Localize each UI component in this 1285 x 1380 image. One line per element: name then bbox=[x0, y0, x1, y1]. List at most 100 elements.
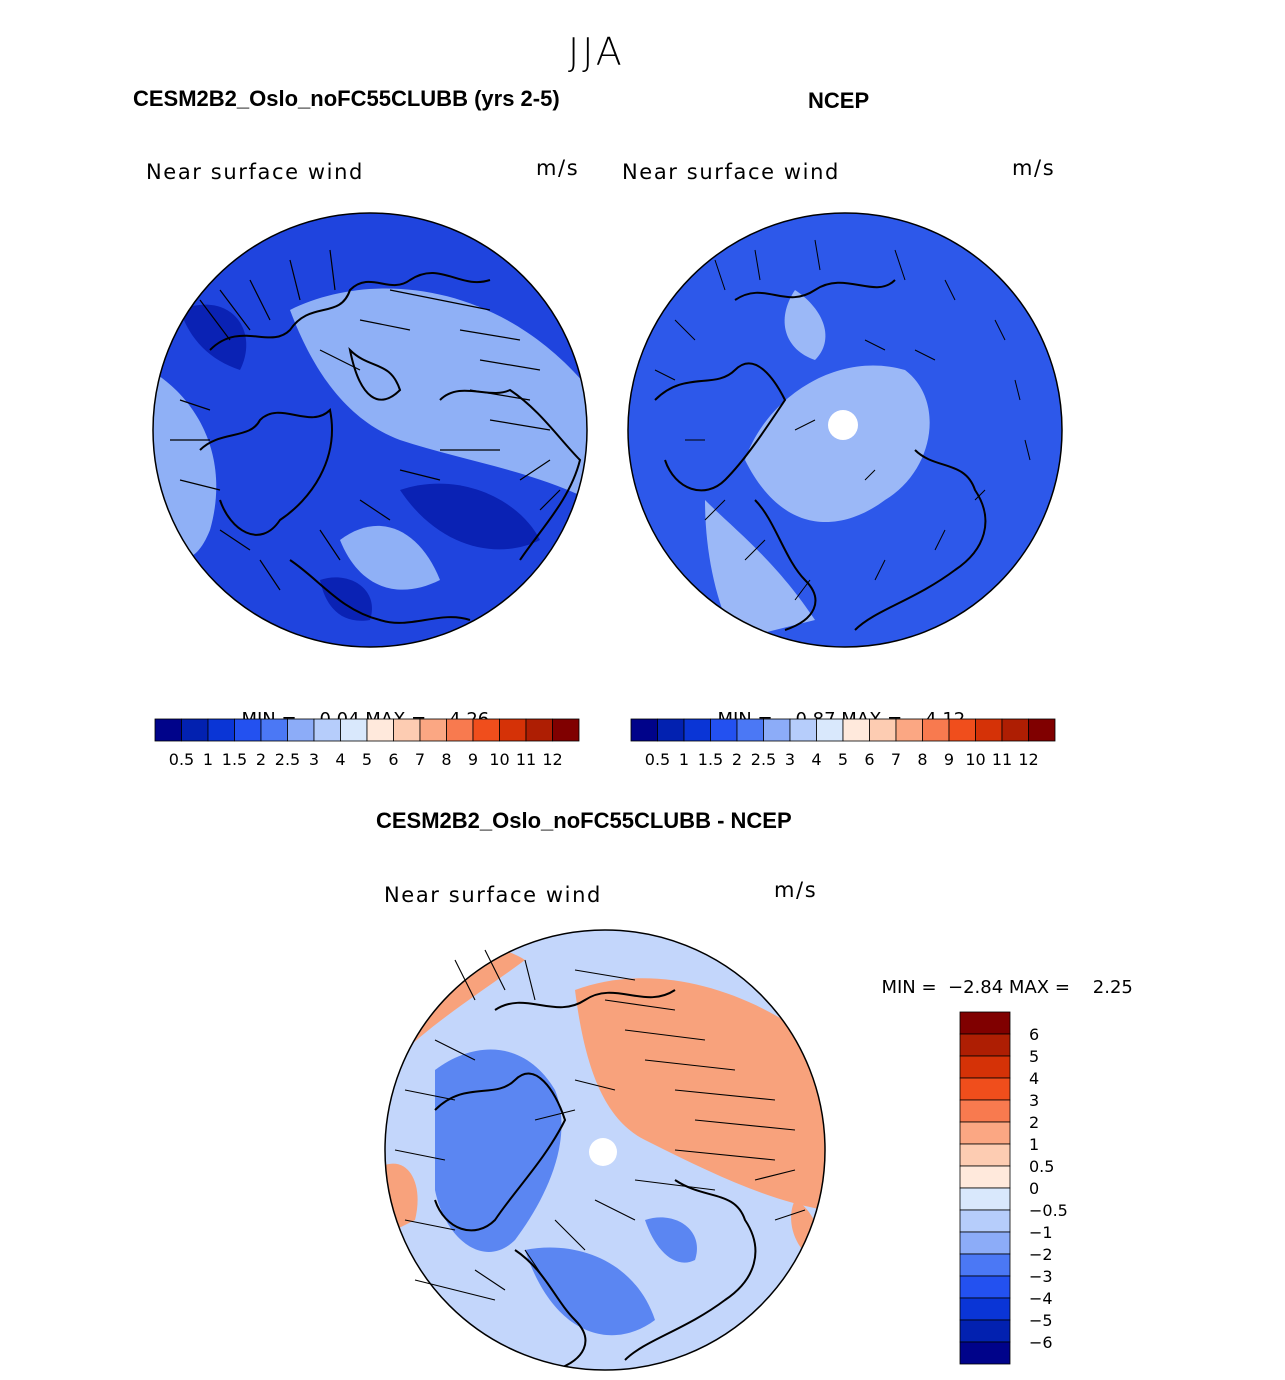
ncep-coastlines bbox=[654, 279, 987, 631]
ncep-colorbar-swatch bbox=[1001, 718, 1029, 742]
diff-units-label: m/s bbox=[774, 878, 818, 902]
ncep-colorbar-swatch bbox=[736, 718, 764, 742]
diff-colorbar-tick-label: −3 bbox=[1029, 1267, 1053, 1286]
season-title: JJA bbox=[568, 30, 625, 74]
model-colorbar-swatch bbox=[340, 718, 368, 742]
model-colorbar-tick-label: 10 bbox=[489, 750, 509, 769]
diff-max-label: MAX = bbox=[1008, 977, 1070, 998]
diff-colorbar-swatch bbox=[959, 1253, 1011, 1277]
ncep-colorbar-tick-label: 1.5 bbox=[698, 750, 723, 769]
ncep-field-label: Near surface wind bbox=[622, 160, 840, 184]
ncep-colorbar-swatch bbox=[657, 718, 685, 742]
ncep-colorbar-swatch bbox=[710, 718, 738, 742]
ncep-colorbar-tick-label: 0.5 bbox=[645, 750, 670, 769]
ncep-colorbar-swatch bbox=[630, 718, 658, 742]
model-wind-vectors bbox=[170, 249, 561, 591]
diff-colorbar-tick-label: −5 bbox=[1029, 1311, 1053, 1330]
diff-colorbar-swatch bbox=[959, 1055, 1011, 1079]
diff-colorbar-swatch bbox=[959, 1011, 1011, 1035]
model-colorbar-swatch bbox=[393, 718, 421, 742]
model-colorbar-swatch bbox=[287, 718, 315, 742]
model-colorbar-swatch bbox=[260, 718, 288, 742]
model-colorbar-tick-label: 2.5 bbox=[275, 750, 300, 769]
ncep-wind-vectors bbox=[654, 239, 1031, 601]
model-colorbar-tick-label: 11 bbox=[516, 750, 536, 769]
ncep-colorbar-swatch bbox=[842, 718, 870, 742]
ncep-colorbar-tick-label: 6 bbox=[864, 750, 874, 769]
model-panel-title: CESM2B2_Oslo_noFC55CLUBB (yrs 2-5) bbox=[133, 86, 560, 111]
ncep-colorbar-tick-label: 1 bbox=[679, 750, 689, 769]
ncep-colorbar: 0.5 1 1.5 2 2.5 3 4 5 6 7 8 9 10 11 12 bbox=[630, 718, 1056, 769]
model-colorbar-tick-label: 4 bbox=[335, 750, 345, 769]
ncep-colorbar-swatch bbox=[683, 718, 711, 742]
ncep-colorbar-swatch bbox=[1028, 718, 1056, 742]
model-field-shading bbox=[153, 213, 587, 647]
model-colorbar-swatch bbox=[472, 718, 500, 742]
ncep-colorbar-swatch bbox=[895, 718, 923, 742]
ncep-colorbar-tick-label: 2 bbox=[732, 750, 742, 769]
diff-colorbar-tick-label: −4 bbox=[1029, 1289, 1053, 1308]
diff-colorbar-swatch bbox=[959, 1297, 1011, 1321]
model-colorbar-tick-label: 3 bbox=[309, 750, 319, 769]
ncep-colorbar-tick-label: 9 bbox=[944, 750, 954, 769]
diff-colorbar-tick-label: 1 bbox=[1029, 1135, 1039, 1154]
diff-colorbar-swatch bbox=[959, 1121, 1011, 1145]
diff-colorbar-swatch bbox=[959, 1143, 1011, 1167]
model-colorbar-swatch bbox=[313, 718, 341, 742]
model-colorbar-swatch bbox=[234, 718, 262, 742]
diff-colorbar-tick-label: 0.5 bbox=[1029, 1157, 1054, 1176]
diff-field-label: Near surface wind bbox=[384, 883, 602, 907]
ncep-colorbar-tick-label: 7 bbox=[891, 750, 901, 769]
ncep-polar-map bbox=[627, 212, 1063, 648]
ncep-units-label: m/s bbox=[1012, 156, 1056, 180]
model-colorbar-swatch bbox=[366, 718, 394, 742]
diff-colorbar-tick-label: −2 bbox=[1029, 1245, 1053, 1264]
diff-colorbar-tick-label: −6 bbox=[1029, 1333, 1053, 1352]
diff-colorbar-tick-label: 6 bbox=[1029, 1025, 1039, 1044]
diff-colorbar-tick-label: 5 bbox=[1029, 1047, 1039, 1066]
diff-colorbar: 6 5 4 3 2 1 0.5 0 −0.5 −1 −2 −3 −4 −5 −6 bbox=[959, 1011, 1068, 1365]
diff-colorbar-swatch bbox=[959, 1099, 1011, 1123]
diff-colorbar-tick-label: −1 bbox=[1029, 1223, 1053, 1242]
ncep-colorbar-swatch bbox=[948, 718, 976, 742]
model-colorbar-tick-label: 1 bbox=[203, 750, 213, 769]
ncep-colorbar-swatch bbox=[816, 718, 844, 742]
diff-colorbar-swatch bbox=[959, 1033, 1011, 1057]
ncep-colorbar-tick-label: 4 bbox=[811, 750, 821, 769]
diff-missing-pole bbox=[589, 1138, 617, 1166]
diff-colorbar-tick-label: −0.5 bbox=[1029, 1201, 1068, 1220]
diff-colorbar-swatch bbox=[959, 1319, 1011, 1343]
diff-colorbar-swatch bbox=[959, 1231, 1011, 1255]
model-colorbar-tick-label: 8 bbox=[441, 750, 451, 769]
model-colorbar-tick-label: 0.5 bbox=[169, 750, 194, 769]
ncep-colorbar-swatch bbox=[763, 718, 791, 742]
diff-colorbar-tick-label: 3 bbox=[1029, 1091, 1039, 1110]
ncep-colorbar-swatch bbox=[789, 718, 817, 742]
diff-colorbar-swatch bbox=[959, 1341, 1011, 1365]
diff-colorbar-swatch bbox=[959, 1209, 1011, 1233]
ncep-colorbar-tick-label: 8 bbox=[917, 750, 927, 769]
ncep-colorbar-swatch bbox=[922, 718, 950, 742]
diff-panel-title: CESM2B2_Oslo_noFC55CLUBB - NCEP bbox=[376, 808, 792, 833]
diff-colorbar-tick-label: 0 bbox=[1029, 1179, 1039, 1198]
model-colorbar-tick-label: 7 bbox=[415, 750, 425, 769]
diff-max-value: 2.25 bbox=[1092, 977, 1133, 998]
model-colorbar-tick-label: 1.5 bbox=[222, 750, 247, 769]
ncep-missing-pole bbox=[828, 410, 858, 440]
ncep-colorbar-tick-label: 11 bbox=[992, 750, 1012, 769]
model-colorbar-tick-label: 9 bbox=[468, 750, 478, 769]
model-colorbar-swatch bbox=[499, 718, 527, 742]
ncep-colorbar-tick-label: 5 bbox=[838, 750, 848, 769]
diff-polar-map bbox=[384, 929, 826, 1371]
model-colorbar-swatch bbox=[525, 718, 553, 742]
diff-colorbar-swatch bbox=[959, 1187, 1011, 1211]
model-colorbar-swatch bbox=[446, 718, 474, 742]
model-colorbar-swatch bbox=[154, 718, 182, 742]
diff-minmax: MIN = −2.84 MAX = 2.25 bbox=[870, 956, 1133, 998]
ncep-colorbar-swatch bbox=[869, 718, 897, 742]
model-polar-map bbox=[152, 212, 588, 648]
ncep-colorbar-tick-label: 2.5 bbox=[751, 750, 776, 769]
diff-colorbar-swatch bbox=[959, 1275, 1011, 1299]
model-colorbar-swatch bbox=[181, 718, 209, 742]
model-colorbar-swatch bbox=[419, 718, 447, 742]
